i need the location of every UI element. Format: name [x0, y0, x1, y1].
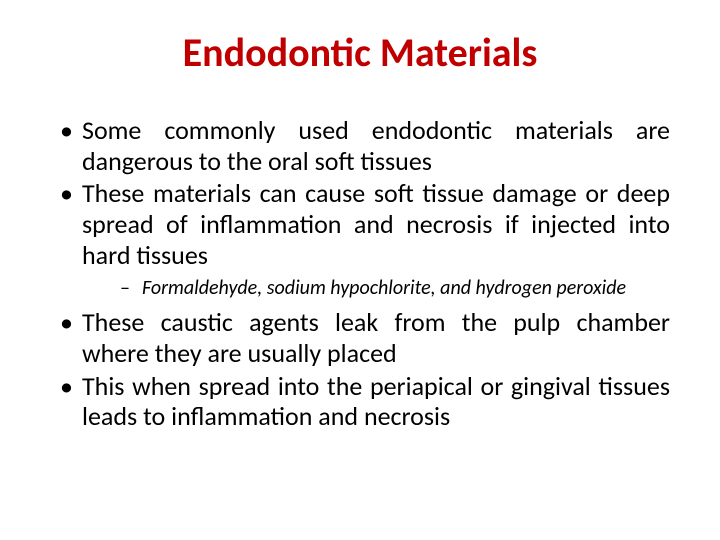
bullet-list: Some commonly used endodontic materials … [50, 115, 670, 432]
list-item-text: This when spread into the periapical or … [82, 370, 670, 433]
sub-bullet-list: Formaldehyde, sodium hypochlorite, and h… [82, 276, 670, 301]
list-item-text: These materials can cause soft tissue da… [82, 177, 670, 270]
list-item: These caustic agents leak from the pulp … [50, 307, 670, 368]
sub-list-item: Formaldehyde, sodium hypochlorite, and h… [82, 276, 670, 301]
slide-title: Endodontic Materials [50, 28, 670, 77]
list-item: These materials can cause soft tissue da… [50, 178, 670, 301]
sub-list-item-text: Formaldehyde, sodium hypochlorite, and h… [142, 276, 626, 300]
list-item-text: These caustic agents leak from the pulp … [82, 306, 670, 369]
list-item: This when spread into the periapical or … [50, 371, 670, 432]
slide: Endodontic Materials Some commonly used … [0, 0, 720, 540]
list-item-text: Some commonly used endodontic materials … [82, 114, 670, 177]
list-item: Some commonly used endodontic materials … [50, 115, 670, 176]
